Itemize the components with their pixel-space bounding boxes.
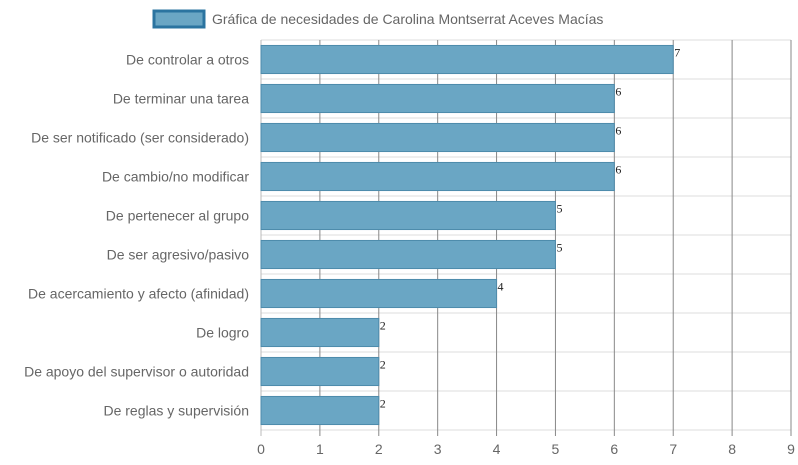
x-tick-label: 6 (610, 441, 618, 457)
x-tick-label: 0 (257, 441, 265, 457)
bar[interactable] (260, 356, 380, 387)
category-label: De acercamiento y afecto (afinidad) (28, 286, 249, 302)
category-label: De cambio/no modificar (102, 169, 249, 185)
bar[interactable] (260, 161, 615, 192)
x-tick-label: 1 (316, 441, 324, 457)
category-label: De apoyo del supervisor o autoridad (24, 364, 249, 380)
category-label: De pertenecer al grupo (106, 208, 249, 224)
data-label: 2 (380, 319, 386, 333)
x-tick-label: 8 (728, 441, 736, 457)
x-tick-label: 7 (669, 441, 677, 457)
category-label: De controlar a otros (126, 52, 249, 68)
data-label: 6 (615, 163, 621, 177)
bar[interactable] (260, 83, 615, 114)
bars (260, 44, 674, 426)
x-tick-label: 3 (434, 441, 442, 457)
x-tick-label: 5 (552, 441, 560, 457)
bar[interactable] (260, 278, 498, 309)
data-label: 6 (615, 85, 621, 99)
x-axis: 0 1 2 3 4 5 6 7 8 9 (257, 441, 795, 457)
bar[interactable] (260, 239, 556, 270)
legend-swatch[interactable] (152, 9, 206, 29)
data-label: 6 (615, 124, 621, 138)
data-label: 2 (380, 358, 386, 372)
bar[interactable] (260, 44, 674, 75)
x-tick-label: 4 (493, 441, 501, 457)
legend[interactable]: Gráfica de necesidades de Carolina Monts… (152, 9, 603, 29)
bar[interactable] (260, 200, 556, 231)
data-label: 2 (380, 397, 386, 411)
data-label: 5 (556, 202, 562, 216)
bar[interactable] (260, 122, 615, 153)
category-label: De terminar una tarea (113, 91, 249, 107)
data-label: 4 (498, 280, 504, 294)
x-tick-label: 2 (375, 441, 383, 457)
data-label: 5 (556, 241, 562, 255)
category-label: De ser notificado (ser considerado) (31, 130, 249, 146)
category-label: De ser agresivo/pasivo (107, 247, 250, 263)
data-labels: 7 6 6 6 5 5 4 2 2 2 (380, 46, 680, 411)
x-tick-label: 9 (787, 441, 795, 457)
category-label: De logro (196, 325, 249, 341)
bar[interactable] (260, 395, 380, 426)
category-labels: De controlar a otros De terminar una tare… (24, 52, 249, 419)
category-label: De reglas y supervisión (103, 403, 249, 419)
bar[interactable] (260, 317, 380, 348)
data-label: 7 (674, 46, 680, 60)
legend-label[interactable]: Gráfica de necesidades de Carolina Monts… (212, 11, 603, 27)
